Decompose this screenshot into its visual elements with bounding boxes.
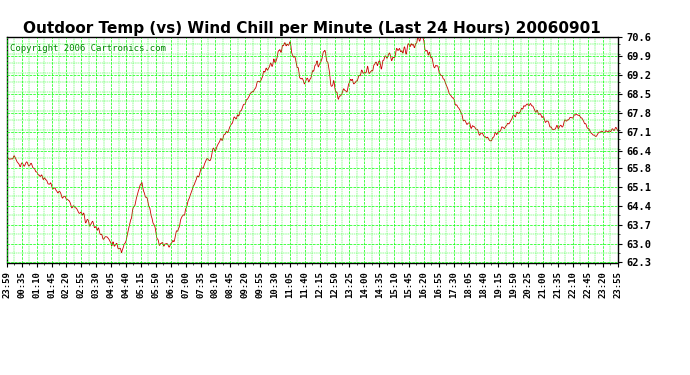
Title: Outdoor Temp (vs) Wind Chill per Minute (Last 24 Hours) 20060901: Outdoor Temp (vs) Wind Chill per Minute … bbox=[23, 21, 601, 36]
Text: Copyright 2006 Cartronics.com: Copyright 2006 Cartronics.com bbox=[10, 44, 166, 53]
